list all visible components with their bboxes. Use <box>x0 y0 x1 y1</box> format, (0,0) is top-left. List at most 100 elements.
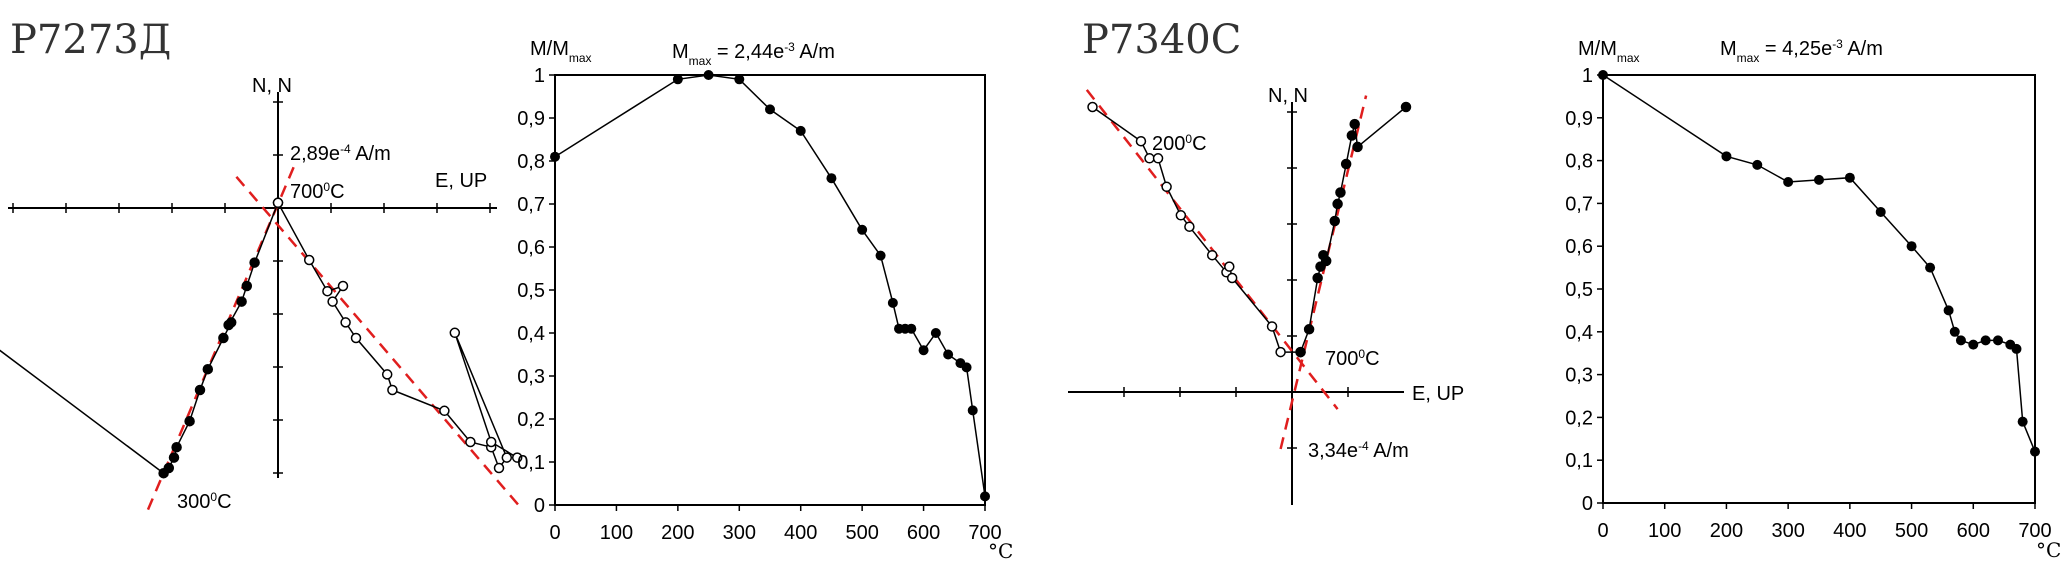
data-point <box>1906 241 1917 252</box>
filled-data-point <box>194 384 206 396</box>
y-tick-label: 0,4 <box>517 323 545 345</box>
temperature-annotation-part: 700 <box>290 181 323 203</box>
y-axis-label-part: max <box>1617 51 1640 65</box>
temperature-annotation-part: 0 <box>1358 347 1365 361</box>
filled-data-point <box>218 332 229 344</box>
demagnetization-plot-p7340: 0 0,1 0,2 0,3 0,4 0,5 0,6 0,7 0,8 0,9 1 0 100 200 300 4… <box>1565 37 2061 562</box>
open-data-point <box>1224 261 1235 272</box>
y-tick-label: 0,8 <box>517 151 545 173</box>
open-data-point <box>511 452 523 463</box>
data-point <box>1844 172 1855 183</box>
y-tick-label: 0,4 <box>1565 322 1593 344</box>
y-tick-label: 0,3 <box>517 366 545 388</box>
fit-line <box>1085 89 1339 410</box>
temperature-annotation: 7000C <box>1325 347 1380 370</box>
filled-data-point <box>1295 346 1306 358</box>
open-data-point <box>1087 101 1098 113</box>
y-tick-label: 0,8 <box>1565 151 1593 173</box>
y-tick-label: 0,9 <box>517 108 545 130</box>
open-data-point <box>1206 249 1218 261</box>
x-tick-label: 100 <box>600 522 633 544</box>
data-point <box>1992 335 2003 346</box>
fit-line <box>1279 95 1368 450</box>
series-line <box>277 202 518 470</box>
filled-data-point <box>1400 101 1412 113</box>
plot-title-part: -3 <box>1832 37 1843 51</box>
open-data-point <box>501 452 513 463</box>
data-point <box>1949 326 1960 337</box>
data-point <box>795 125 806 136</box>
north-axis-label: N, N <box>1268 85 1308 107</box>
data-point <box>906 323 917 334</box>
open-data-point <box>337 280 349 292</box>
data-point <box>875 250 886 261</box>
temperature-annotation-part: 0 <box>210 490 217 504</box>
scale-label-part: A/m <box>351 143 391 165</box>
open-data-point <box>322 285 333 297</box>
filled-data-point <box>184 415 195 427</box>
filled-data-point <box>1329 215 1340 227</box>
fit-line <box>235 175 524 511</box>
data-point <box>2030 446 2040 457</box>
plot-frame <box>554 74 986 506</box>
scale-label: 3,34e-4 A/m <box>1308 439 1409 462</box>
x-tick-label: 200 <box>1710 520 1743 542</box>
plot-title-part: A/m <box>795 41 835 63</box>
filled-data-point <box>236 296 247 307</box>
data-point <box>1783 177 1794 187</box>
data-point <box>672 74 683 85</box>
x-tick-label: 400 <box>1833 520 1866 542</box>
filled-data-point <box>249 257 260 268</box>
filled-data-point <box>171 441 182 453</box>
filled-data-point <box>1332 198 1343 210</box>
filled-data-point <box>1352 141 1363 153</box>
temperature-annotation: 3000C <box>177 490 232 513</box>
y-tick-label: 0 <box>1582 493 1593 515</box>
filled-data-point <box>1346 130 1358 141</box>
filled-data-point <box>1340 158 1352 170</box>
open-data-point <box>1226 272 1238 284</box>
data-point <box>2017 416 2028 427</box>
temperature-annotation: 7000C <box>290 180 345 203</box>
y-tick-label: 1 <box>534 65 545 87</box>
temperature-annotation-part: 300 <box>177 491 210 513</box>
open-data-point <box>1135 135 1147 147</box>
plot-title-part: max <box>689 54 712 68</box>
open-data-point <box>1184 221 1195 232</box>
data-point <box>930 328 941 338</box>
data-point <box>826 173 837 184</box>
x-unit-label: °C <box>2036 538 2061 562</box>
plot-title-part: M <box>1720 38 1737 60</box>
open-data-point <box>340 317 351 328</box>
data-point <box>703 70 714 80</box>
y-tick-label: 0 <box>534 495 545 517</box>
open-data-point <box>449 327 461 339</box>
plot-title-part: A/m <box>1843 38 1883 60</box>
plot-title-part: = 2,44e <box>711 41 784 63</box>
y-axis-label: M/Mmax <box>1578 38 1640 65</box>
open-data-point <box>387 384 398 396</box>
y-axis-label-part: M/M <box>530 38 569 60</box>
temperature-annotation: 2000C <box>1152 132 1207 155</box>
open-data-point <box>1152 153 1164 164</box>
x-tick-label: 400 <box>784 522 817 544</box>
series-line <box>1602 74 2036 452</box>
plot-title-part: = 4,25e <box>1759 38 1832 60</box>
filled-data-point <box>223 319 234 331</box>
x-tick-label: 600 <box>1957 520 1990 542</box>
y-axis-label-part: M/M <box>1578 38 1617 60</box>
x-tick-label: 0 <box>549 522 560 544</box>
temperature-annotation-part: 0 <box>323 180 330 194</box>
open-data-point <box>381 369 393 380</box>
y-tick-label: 0,1 <box>517 452 545 474</box>
filled-data-point <box>168 452 180 463</box>
data-point <box>1955 335 1966 346</box>
filled-data-point <box>1335 187 1346 198</box>
data-point <box>1721 151 1732 162</box>
series-line <box>1299 106 1407 353</box>
data-point <box>1980 335 1991 346</box>
series-line <box>554 74 986 497</box>
data-point <box>765 104 775 115</box>
